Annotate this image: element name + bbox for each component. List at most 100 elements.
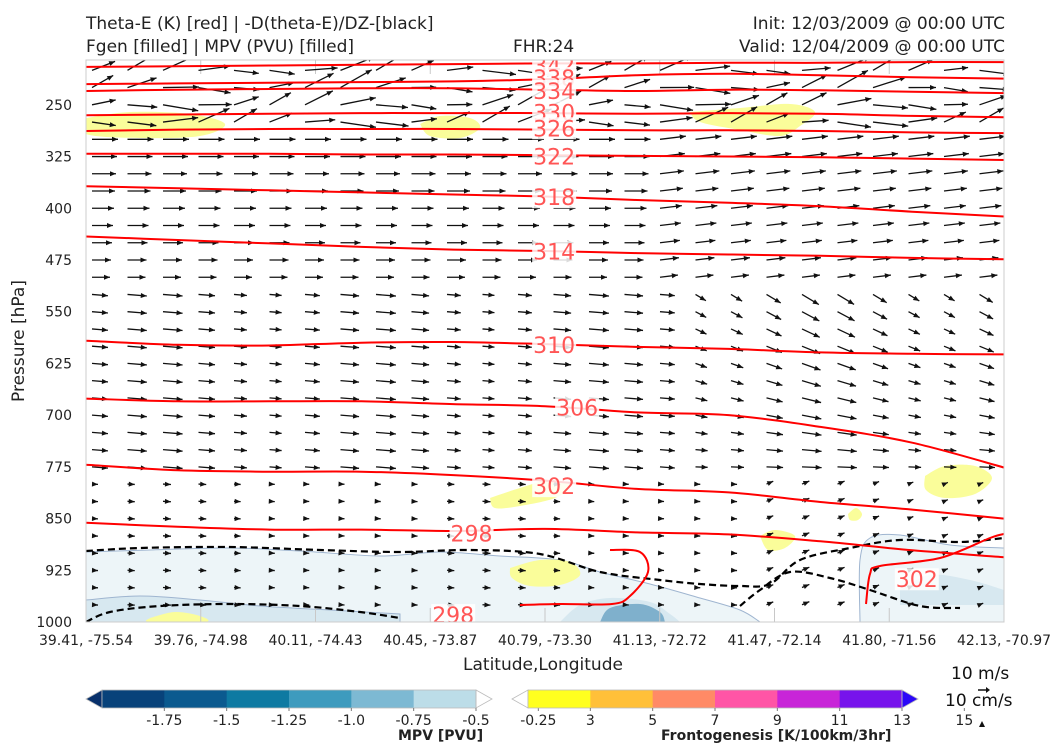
- wind-arrow: [198, 585, 207, 591]
- wind-arrow: [837, 221, 859, 227]
- wind-arrow-head: [234, 585, 241, 591]
- chart-title-line-2: Fgen [filled] | MPV (PVU) [filled]: [86, 37, 355, 57]
- wind-arrow-head: [816, 221, 823, 227]
- frontogenesis-shading-3: [690, 103, 816, 137]
- theta-e-label-bg: [532, 80, 577, 103]
- wind-arrow-head: [461, 240, 467, 246]
- wind-arrow: [872, 380, 889, 386]
- wind-arrow: [127, 602, 135, 608]
- wind-arrow: [872, 448, 889, 453]
- wind-arrow-head: [988, 431, 995, 437]
- wind-arrow-head: [176, 413, 183, 419]
- wind-arrow-head: [1000, 95, 1004, 100]
- wind-arrow: [941, 585, 949, 591]
- wind-arrow: [766, 448, 784, 454]
- wind-arrow-head: [303, 533, 310, 539]
- wind-arrow-head: [865, 97, 872, 103]
- wind-arrow-head: [374, 516, 381, 521]
- wind-arrow-head: [323, 171, 329, 177]
- wind-arrow: [304, 309, 320, 315]
- wind-arrow: [730, 293, 743, 302]
- wind-arrow-head: [889, 186, 896, 192]
- wind-arrow-shaft: [127, 60, 147, 71]
- y-tick-label: 850: [45, 512, 72, 528]
- wind-arrow-head: [576, 66, 583, 71]
- wind-arrow-head: [140, 310, 147, 316]
- wind-arrow-head: [997, 108, 1004, 114]
- theta-e-label: 302: [533, 475, 575, 500]
- wind-arrow-head: [448, 550, 455, 556]
- wind-arrow: [482, 240, 503, 246]
- wind-arrow-head: [880, 297, 887, 303]
- wind-arrow: [695, 64, 731, 71]
- wind-arrow: [162, 567, 171, 573]
- wind-arrow-head: [338, 515, 345, 521]
- wind-arrow-head: [708, 255, 715, 261]
- wind-arrow: [941, 533, 949, 539]
- wind-arrow-head: [101, 430, 108, 436]
- wind-arrow: [730, 602, 738, 608]
- wind-arrow-head: [607, 122, 614, 128]
- wind-arrow: [659, 447, 675, 453]
- wind-arrow: [624, 222, 646, 228]
- wind-arrow-head: [749, 151, 756, 157]
- wind-arrow-head: [730, 550, 738, 556]
- wind-arrow: [766, 480, 774, 486]
- wind-arrow: [837, 69, 869, 89]
- wind-arrow: [730, 481, 738, 487]
- wind-arrow-head: [778, 273, 785, 279]
- wind-arrow: [127, 188, 151, 194]
- wind-arrow-head: [234, 533, 241, 539]
- wind-arrow: [304, 90, 334, 106]
- wind-arrow: [622, 515, 629, 521]
- wind-arrow-head: [588, 584, 595, 590]
- wind-arrow-head: [454, 413, 461, 419]
- wind-arrow: [411, 585, 418, 591]
- wind-arrow-head: [422, 430, 430, 436]
- wind-arrow: [837, 293, 855, 305]
- wind-arrow: [979, 221, 1001, 227]
- wind-arrow: [340, 257, 360, 263]
- wind-arrow-head: [422, 448, 430, 454]
- wind-arrow-head: [776, 414, 783, 420]
- wind-arrow-head: [519, 516, 526, 522]
- wind-arrow-head: [606, 98, 614, 104]
- wind-arrow: [446, 516, 455, 522]
- wind-arrow-head: [673, 238, 680, 244]
- theta-e-label-bg: [449, 522, 494, 545]
- wind-arrow-head: [176, 448, 183, 454]
- wind-arrow: [411, 257, 431, 263]
- wind-arrow: [695, 101, 732, 107]
- wind-arrow-head: [987, 347, 994, 353]
- wind-arrow-head: [643, 121, 650, 127]
- wind-arrow: [872, 601, 880, 607]
- wind-arrow-head: [822, 118, 829, 124]
- wind-arrow-head: [355, 222, 362, 228]
- wind-arrow-head: [454, 378, 461, 384]
- wind-arrow-head: [694, 516, 701, 521]
- wind-arrow-head: [636, 310, 644, 316]
- wind-arrow: [801, 448, 822, 454]
- wind-arrow-head: [319, 240, 325, 246]
- wind-arrow-head: [847, 299, 855, 305]
- wind-arrow-head: [838, 532, 845, 538]
- wind-arrow: [872, 414, 889, 420]
- wind-arrow-head: [411, 567, 418, 573]
- wind-arrow-head: [285, 205, 292, 211]
- wind-arrow-head: [464, 188, 470, 194]
- wind-arrow-head: [211, 257, 218, 263]
- wind-arrow: [518, 171, 542, 177]
- wind-arrow: [872, 151, 898, 158]
- wind-arrow: [518, 222, 539, 228]
- wind-arrow-head: [815, 448, 822, 454]
- wind-arrow-head: [246, 274, 252, 280]
- wind-arrow-head: [525, 447, 532, 453]
- wind-arrow-head: [565, 274, 572, 280]
- wind-arrow: [588, 584, 595, 590]
- theta-e-label: 306: [556, 397, 598, 422]
- wind-arrow-head: [411, 533, 418, 539]
- wind-arrow: [801, 431, 822, 437]
- wind-arrow-head: [338, 481, 345, 487]
- wind-arrow: [268, 533, 275, 539]
- wind-arrow-head: [128, 481, 135, 487]
